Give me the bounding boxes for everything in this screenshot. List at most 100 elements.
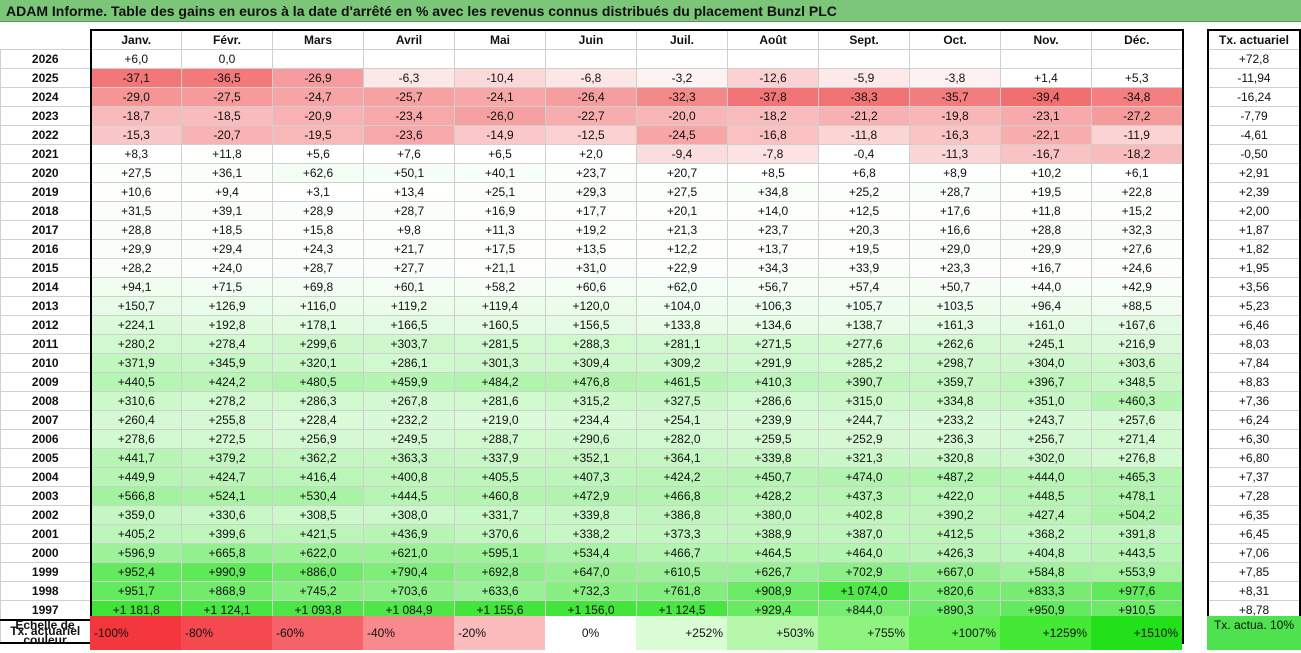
gain-cell: +647,0	[545, 562, 637, 582]
gain-cell: +1,4	[1000, 68, 1092, 88]
rate-cell: +1,95	[1207, 258, 1301, 278]
gain-cell: +13,7	[727, 239, 819, 259]
color-scale-swatch: +503%	[727, 616, 818, 650]
table-row: 2023 -18,7 -18,5 -20,9 -23,4 -26,0 -22,7 -20,0-…	[0, 106, 1184, 126]
gain-cell: +440,5	[89, 372, 182, 392]
gain-cell: -34,8	[1091, 87, 1184, 107]
gain-cell: +36,1	[181, 163, 273, 183]
gain-cell: +234,4	[545, 410, 637, 430]
rate-cell: +2,91	[1207, 163, 1301, 183]
gain-cell: +286,3	[272, 391, 364, 411]
gain-cell: +478,1	[1091, 486, 1184, 506]
gain-cell: +761,8	[636, 581, 728, 601]
gain-cell: +28,8	[89, 220, 182, 240]
rate-scale-swatch: Tx. actua. 10%	[1207, 616, 1301, 650]
gain-cell: +362,2	[272, 448, 364, 468]
gain-cell: +245,1	[1000, 334, 1092, 354]
gain-cell: +315,0	[818, 391, 910, 411]
gain-cell: +272,5	[181, 429, 273, 449]
gain-cell: +167,6	[1091, 315, 1184, 335]
gain-cell: +464,5	[727, 543, 819, 563]
gain-cell: +450,7	[727, 467, 819, 487]
gain-cell: +444,0	[1000, 467, 1092, 487]
gain-cell: -29,0	[89, 87, 182, 107]
gain-cell: -38,3	[818, 87, 910, 107]
gain-cell: +422,0	[909, 486, 1001, 506]
table-row: 2022 -15,3 -20,7 -19,5 -23,6 -14,9 -12,5 -24,5-…	[0, 125, 1184, 145]
gain-cell: +233,2	[909, 410, 1001, 430]
month-header: Sept.	[818, 29, 910, 50]
empty-cell	[545, 49, 637, 69]
color-scale-swatch: +252%	[636, 616, 727, 650]
rate-cell: +2,00	[1207, 201, 1301, 221]
gain-cell: +421,5	[272, 524, 364, 544]
gain-cell: +1 181,8	[89, 600, 182, 621]
gain-cell: +428,2	[727, 486, 819, 506]
gain-cell: +28,2	[89, 258, 182, 278]
gain-cell: +331,7	[454, 505, 546, 525]
gain-cell: +232,2	[363, 410, 455, 430]
gain-cell: +951,7	[89, 581, 182, 601]
gain-cell: +178,1	[272, 315, 364, 335]
rate-cell: -7,79	[1207, 106, 1301, 126]
gain-cell: +338,2	[545, 524, 637, 544]
gain-cell: -26,0	[454, 106, 546, 126]
rate-cell: +72,8	[1207, 49, 1301, 69]
gain-cell: +33,9	[818, 258, 910, 278]
rate-cell: +7,06	[1207, 543, 1301, 563]
table-row: 2014 +94,1 +71,5 +69,8 +60,1 +58,2 +60,6 +62,0 +…	[0, 277, 1184, 297]
gain-cell: +29,4	[181, 239, 273, 259]
gain-cell: +373,3	[636, 524, 728, 544]
gain-cell: +23,7	[545, 163, 637, 183]
gain-cell: +94,1	[89, 277, 182, 297]
gain-cell: +391,8	[1091, 524, 1184, 544]
table-row: 2026 +6,0 0,0	[0, 49, 1184, 69]
gain-cell: +256,9	[272, 429, 364, 449]
gain-cell: +337,9	[454, 448, 546, 468]
color-scale-swatch: -40%	[363, 616, 454, 650]
gain-cell: +844,0	[818, 600, 910, 621]
gain-cell: +29,3	[545, 182, 637, 202]
gain-cell: +9,8	[363, 220, 455, 240]
gain-cell: +476,8	[545, 372, 637, 392]
gain-cell: +386,8	[636, 505, 728, 525]
gain-cell: +6,5	[454, 144, 546, 164]
rate-cell: +6,24	[1207, 410, 1301, 430]
gain-cell: +8,3	[89, 144, 182, 164]
gain-cell: +50,7	[909, 277, 1001, 297]
gain-cell: +441,7	[89, 448, 182, 468]
gain-cell: -25,7	[363, 87, 455, 107]
table-row: 2013 +150,7 +126,9 +116,0 +119,2 +119,4 +120,0…	[0, 296, 1184, 316]
rate-cell: +7,36	[1207, 391, 1301, 411]
gain-cell: -19,5	[272, 125, 364, 145]
empty-cell	[727, 49, 819, 69]
gain-cell: +105,7	[818, 296, 910, 316]
gain-cell: +304,0	[1000, 353, 1092, 373]
year-label: 1998	[0, 581, 91, 601]
rate-cell: +7,37	[1207, 467, 1301, 487]
gain-cell: -22,1	[1000, 125, 1092, 145]
gain-cell: +400,8	[363, 467, 455, 487]
gain-cell: +790,4	[363, 562, 455, 582]
gain-cell: +330,6	[181, 505, 273, 525]
gain-cell: +465,3	[1091, 467, 1184, 487]
gain-cell: +285,2	[818, 353, 910, 373]
gain-cell: +388,9	[727, 524, 819, 544]
rate-cell: +8,03	[1207, 334, 1301, 354]
year-label: 2021	[0, 144, 91, 164]
gain-cell: +1 074,0	[818, 581, 910, 601]
gain-cell: +595,1	[454, 543, 546, 563]
gain-cell: +553,9	[1091, 562, 1184, 582]
gain-cell: +484,2	[454, 372, 546, 392]
gain-cell: +256,7	[1000, 429, 1092, 449]
gain-cell: +621,0	[363, 543, 455, 563]
gain-cell: +9,4	[181, 182, 273, 202]
year-label: 2000	[0, 543, 91, 563]
gain-cell: +480,5	[272, 372, 364, 392]
gain-cell: +104,0	[636, 296, 728, 316]
gain-cell: +886,0	[272, 562, 364, 582]
gain-cell: +820,6	[909, 581, 1001, 601]
gain-cell: +228,4	[272, 410, 364, 430]
gain-cell: +6,8	[818, 163, 910, 183]
gain-cell: +28,7	[909, 182, 1001, 202]
